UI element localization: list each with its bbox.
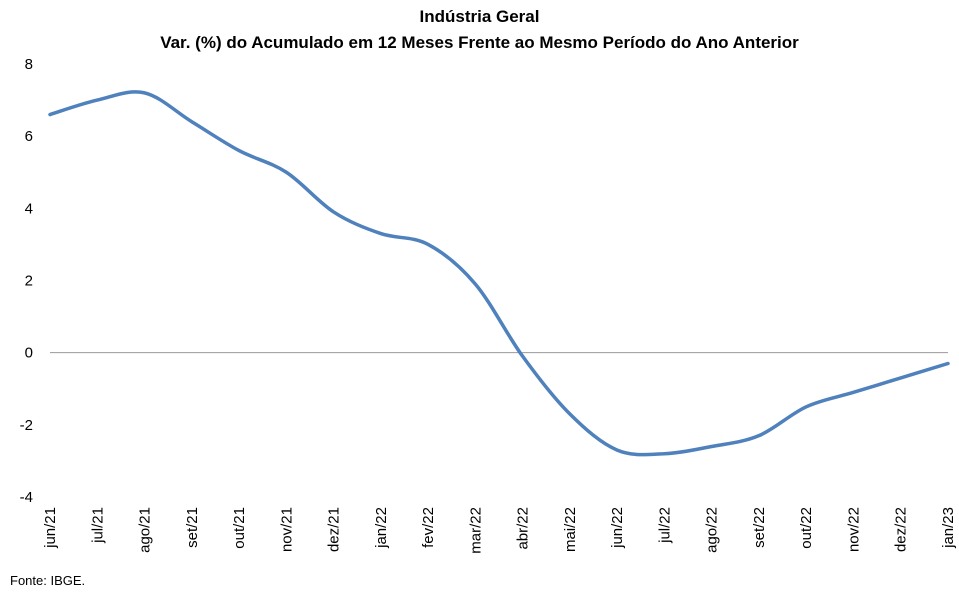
y-axis: 8 6 4 2 0 -2 -4 [20,56,33,506]
x-tick-label: set/21 [184,507,201,548]
y-tick-label: 6 [25,128,33,145]
x-tick-label: jun/21 [42,507,59,549]
y-tick-label: 2 [25,273,33,290]
y-tick-label: -2 [20,417,33,434]
x-tick-label: ago/21 [137,507,154,553]
x-tick-label: out/21 [231,507,248,549]
x-tick-label: dez/22 [893,507,910,552]
y-tick-label: 8 [25,56,33,73]
x-tick-label: jan/23 [940,507,957,549]
x-tick-label: jun/22 [609,507,626,549]
chart-title: Indústria Geral [419,7,540,26]
y-tick-label: 0 [25,345,33,362]
series-layer [48,90,950,457]
x-tick-label: fev/22 [420,507,437,548]
x-axis: jun/21 jul/21 ago/21 set/21 out/21 nov/21 dez/… [42,507,957,554]
y-tick-label: -4 [20,489,33,506]
x-tick-label: nov/22 [845,507,862,552]
source-note: Fonte: IBGE. [10,573,86,588]
x-tick-label: dez/21 [326,507,343,552]
y-tick-label: 4 [25,200,33,217]
series-line [48,90,950,457]
x-tick-label: set/22 [751,507,768,548]
x-tick-label: jul/21 [89,507,106,544]
x-tick-label: jul/22 [656,507,673,544]
chart-subtitle: Var. (%) do Acumulado em 12 Meses Frente… [160,33,799,52]
x-tick-label: jan/22 [373,507,390,549]
x-tick-label: nov/21 [278,507,295,552]
x-tick-label: mai/22 [562,507,579,552]
x-tick-label: out/22 [798,507,815,549]
x-tick-label: mar/22 [467,507,484,554]
x-tick-label: ago/22 [704,507,721,553]
x-tick-label: abr/22 [515,507,532,550]
